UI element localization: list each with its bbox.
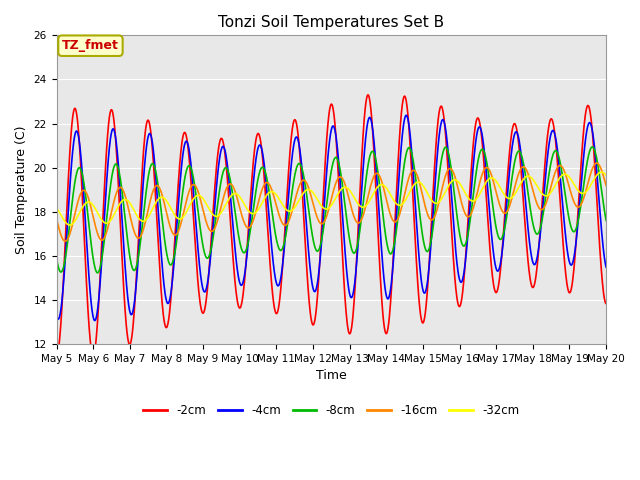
Legend: -2cm, -4cm, -8cm, -16cm, -32cm: -2cm, -4cm, -8cm, -16cm, -32cm [139,399,524,421]
Y-axis label: Soil Temperature (C): Soil Temperature (C) [15,125,28,254]
Title: Tonzi Soil Temperatures Set B: Tonzi Soil Temperatures Set B [218,15,444,30]
Text: TZ_fmet: TZ_fmet [62,39,119,52]
X-axis label: Time: Time [316,369,347,382]
